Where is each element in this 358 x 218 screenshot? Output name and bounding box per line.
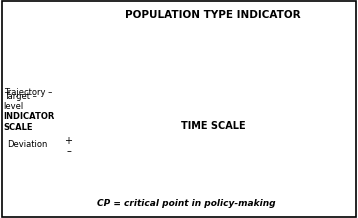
Text: CP: CP — [308, 131, 321, 140]
Text: Trajectory –: Trajectory – — [4, 88, 52, 97]
Text: actual: actual — [266, 40, 294, 49]
Text: CP = critical point in policy-making: CP = critical point in policy-making — [97, 199, 275, 208]
Text: TIME SCALE: TIME SCALE — [181, 121, 245, 131]
Text: CP: CP — [219, 131, 232, 140]
Text: projected: projected — [126, 65, 169, 74]
Text: Deviation: Deviation — [7, 140, 48, 149]
Text: –: – — [67, 146, 72, 156]
Text: POPULATION TYPE INDICATOR: POPULATION TYPE INDICATOR — [125, 10, 301, 20]
Text: Target –
level: Target – level — [4, 92, 37, 111]
Text: +: + — [64, 136, 72, 146]
Text: CP: CP — [138, 131, 151, 140]
Text: INDICATOR
SCALE: INDICATOR SCALE — [4, 112, 55, 132]
